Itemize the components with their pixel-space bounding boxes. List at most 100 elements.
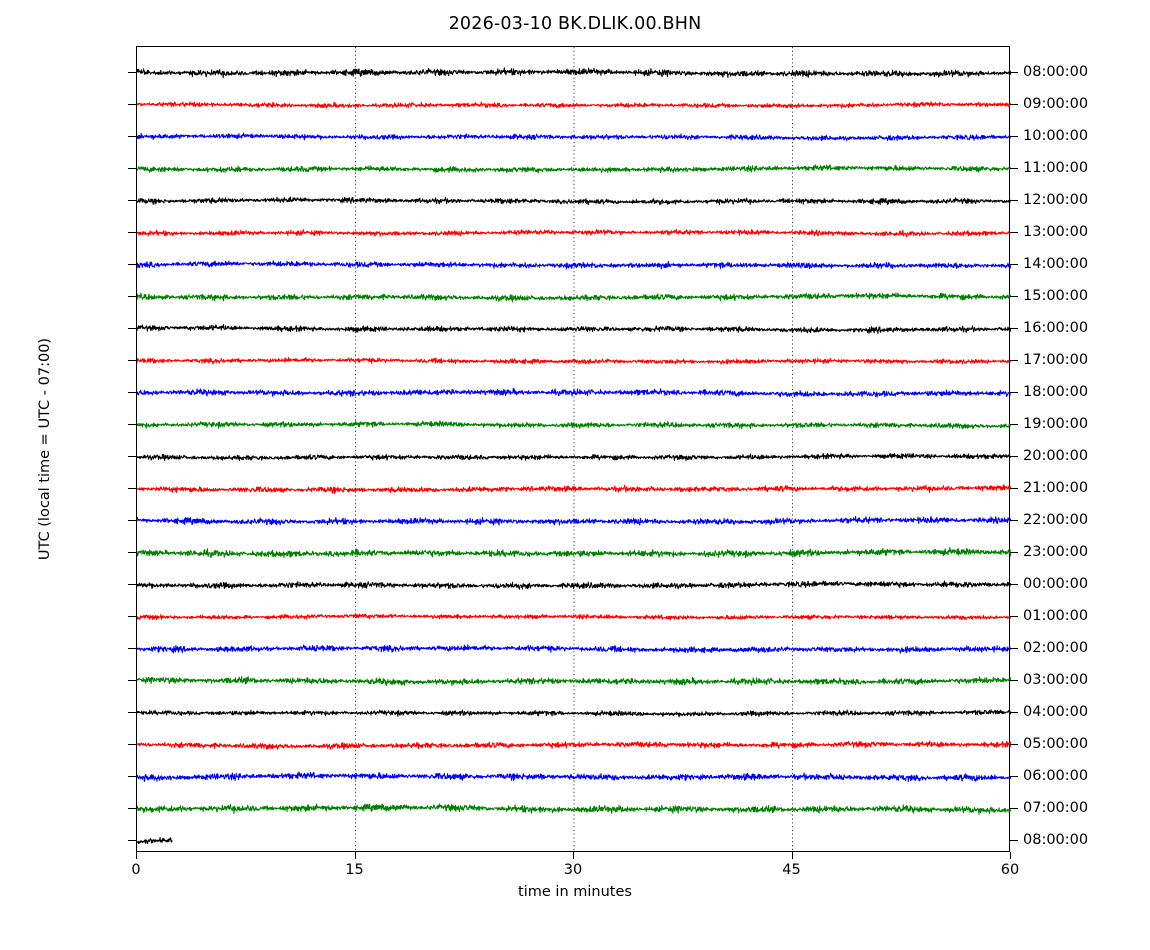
gridlines: [355, 47, 793, 853]
y-axis-right-label: 05:00:00: [1023, 736, 1089, 752]
x-tick-label: 45: [782, 862, 801, 878]
trace-lines: [137, 67, 1011, 845]
y-axis-right-label: 15:00:00: [1023, 288, 1089, 304]
x-tick-mark: [354, 852, 356, 859]
x-tick-label: 15: [345, 862, 364, 878]
y-tick-right: [1010, 232, 1018, 233]
y-tick-left: [128, 712, 136, 713]
y-axis-right-label: 21:00:00: [1023, 480, 1089, 496]
trace-row-24: [137, 836, 173, 845]
trace-row-2: [137, 132, 1011, 142]
y-tick-right: [1010, 136, 1018, 137]
y-tick-left: [128, 840, 136, 841]
y-tick-right: [1010, 520, 1018, 521]
y-tick-right: [1010, 680, 1018, 681]
y-tick-right: [1010, 712, 1018, 713]
y-tick-left: [128, 168, 136, 169]
trace-row-3: [137, 164, 1011, 174]
y-tick-right: [1010, 264, 1018, 265]
y-axis-right-label: 01:00:00: [1023, 608, 1089, 624]
y-tick-left: [128, 232, 136, 233]
y-tick-left: [128, 328, 136, 329]
trace-row-20: [137, 709, 1011, 718]
trace-row-13: [137, 484, 1011, 494]
y-tick-left: [128, 456, 136, 457]
trace-row-4: [137, 196, 1011, 206]
y-axis-right-label: 13:00:00: [1023, 224, 1089, 240]
y-axis-right-label: 20:00:00: [1023, 448, 1089, 464]
trace-row-5: [137, 228, 1011, 238]
y-axis-right-label: 22:00:00: [1023, 512, 1089, 528]
y-tick-right: [1010, 648, 1018, 649]
trace-row-11: [137, 420, 1011, 430]
x-tick-mark: [573, 852, 574, 859]
y-tick-left: [128, 72, 136, 73]
trace-row-21: [137, 740, 1011, 751]
y-tick-left: [128, 136, 136, 137]
y-tick-left: [128, 616, 136, 617]
y-axis-right-label: 18:00:00: [1023, 384, 1089, 400]
trace-row-23: [137, 803, 1011, 815]
trace-row-15: [137, 547, 1011, 559]
plot-area: [136, 46, 1011, 853]
y-axis-right-label: 11:00:00: [1023, 160, 1089, 176]
y-axis-right-label: 02:00:00: [1023, 640, 1089, 656]
y-tick-left: [128, 200, 136, 201]
y-axis-right-label: 17:00:00: [1023, 352, 1089, 368]
y-tick-left: [128, 488, 136, 489]
y-tick-right: [1010, 840, 1018, 841]
y-axis-right-label: 16:00:00: [1023, 320, 1089, 336]
y-tick-right: [1010, 488, 1018, 489]
y-axis-right-label: 10:00:00: [1023, 128, 1089, 144]
y-tick-right: [1010, 168, 1018, 169]
y-tick-right: [1010, 808, 1018, 809]
page-title: 2026-03-10 BK.DLIK.00.BHN: [448, 14, 702, 34]
y-axis-right-label: 14:00:00: [1023, 256, 1089, 272]
y-tick-left: [128, 392, 136, 393]
y-tick-right: [1010, 104, 1018, 105]
y-tick-right: [1010, 328, 1018, 329]
x-tick-label: 60: [1000, 862, 1020, 878]
trace-row-10: [137, 387, 1011, 398]
y-tick-right: [1010, 200, 1018, 201]
x-tick-mark: [136, 852, 137, 859]
trace-row-12: [137, 452, 1011, 462]
y-axis-right-label: 08:00:00: [1023, 64, 1089, 80]
trace-row-16: [137, 580, 1011, 590]
x-tick-mark: [791, 852, 793, 859]
y-tick-left: [128, 520, 136, 521]
y-tick-left: [128, 776, 136, 777]
y-tick-left: [128, 552, 136, 553]
y-axis-right-label: 07:00:00: [1023, 800, 1089, 816]
x-axis-title: time in minutes: [518, 884, 632, 900]
y-tick-right: [1010, 392, 1018, 393]
y-tick-left: [128, 808, 136, 809]
trace-row-18: [137, 644, 1011, 654]
y-tick-right: [1010, 360, 1018, 361]
y-tick-left: [128, 264, 136, 265]
x-tick-mark: [1010, 852, 1011, 859]
y-tick-left: [128, 296, 136, 297]
y-tick-left: [128, 104, 136, 105]
y-axis-right-label: 19:00:00: [1023, 416, 1089, 432]
y-tick-left: [128, 360, 136, 361]
y-tick-right: [1010, 552, 1018, 553]
trace-canvas: [137, 47, 1011, 853]
trace-row-17: [137, 613, 1011, 621]
y-tick-right: [1010, 424, 1018, 425]
y-axis-right-label: 08:00:00: [1023, 832, 1089, 848]
trace-row-7: [137, 292, 1011, 303]
y-axis-right-label: 09:00:00: [1023, 96, 1089, 112]
y-axis-right-label: 12:00:00: [1023, 192, 1089, 208]
trace-row-6: [137, 260, 1011, 270]
y-axis-title: UTC (local time = UTC - 07:00): [37, 337, 53, 561]
y-axis-right-label: 00:00:00: [1023, 576, 1089, 592]
y-tick-left: [128, 744, 136, 745]
y-axis-right-label: 04:00:00: [1023, 704, 1089, 720]
trace-row-22: [137, 771, 1011, 783]
y-tick-left: [128, 648, 136, 649]
x-tick-label: 30: [563, 862, 583, 878]
y-tick-right: [1010, 776, 1018, 777]
y-tick-left: [128, 424, 136, 425]
